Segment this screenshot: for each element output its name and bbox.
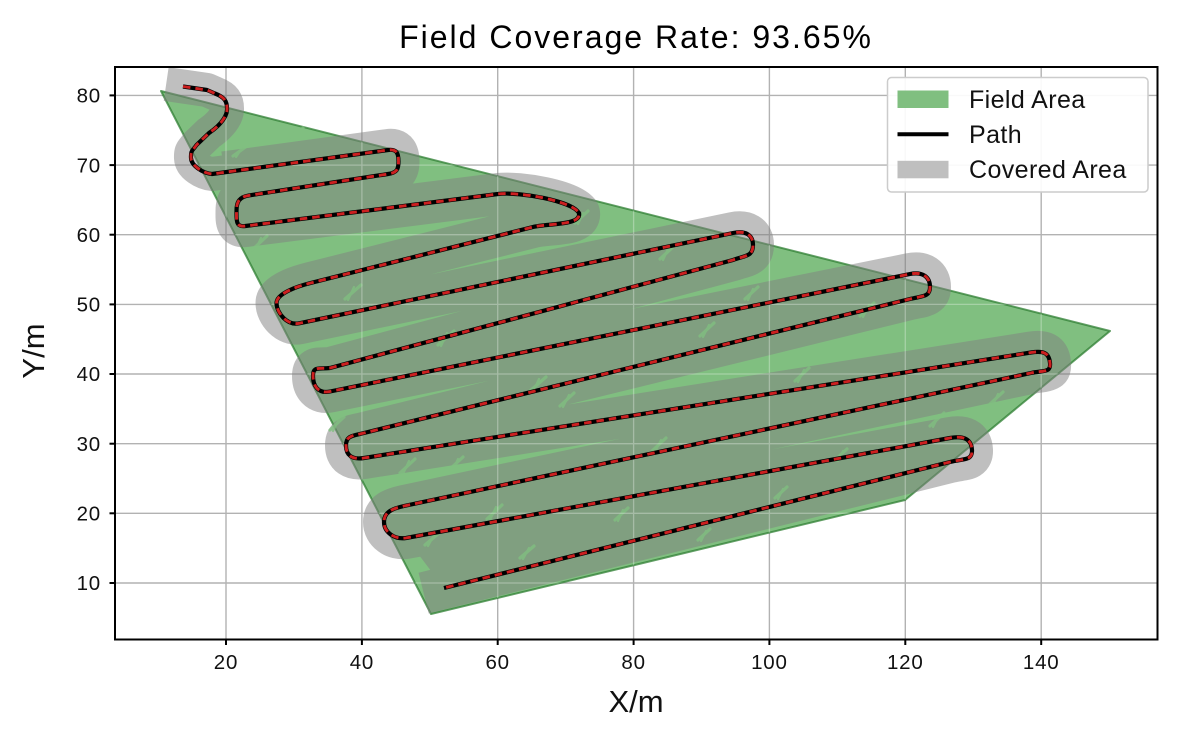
svg-text:Path: Path	[969, 121, 1022, 149]
svg-text:Field Coverage Rate: 93.65%: Field Coverage Rate: 93.65%	[399, 19, 873, 55]
svg-text:Y/m: Y/m	[16, 323, 51, 378]
svg-text:120: 120	[887, 651, 924, 674]
svg-text:40: 40	[77, 363, 101, 386]
svg-text:40: 40	[350, 651, 374, 674]
svg-text:60: 60	[77, 224, 101, 247]
svg-text:100: 100	[751, 651, 788, 674]
svg-text:70: 70	[77, 154, 101, 177]
svg-text:20: 20	[77, 503, 101, 526]
svg-text:140: 140	[1023, 651, 1060, 674]
svg-text:Covered Area: Covered Area	[969, 156, 1127, 184]
svg-text:10: 10	[77, 572, 101, 595]
svg-text:X/m: X/m	[608, 684, 663, 719]
svg-text:Field Area: Field Area	[969, 86, 1086, 114]
svg-text:80: 80	[77, 85, 101, 108]
svg-text:60: 60	[485, 651, 509, 674]
svg-text:30: 30	[77, 433, 101, 456]
svg-text:20: 20	[214, 651, 238, 674]
svg-text:50: 50	[77, 294, 101, 317]
svg-text:80: 80	[621, 651, 645, 674]
